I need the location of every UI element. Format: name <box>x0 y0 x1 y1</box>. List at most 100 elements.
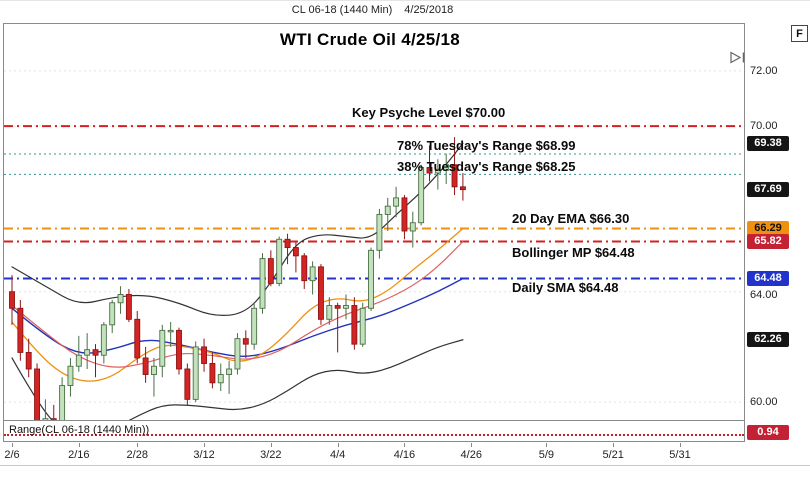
candle <box>134 318 141 359</box>
skip-to-latest-icon[interactable] <box>729 51 747 64</box>
x-axis-tick <box>680 443 681 447</box>
candle <box>259 258 266 309</box>
price-badge: 66.29 <box>747 221 789 237</box>
candle <box>59 385 66 425</box>
x-axis-tick <box>546 443 548 447</box>
candle <box>284 238 291 249</box>
candle <box>159 329 166 367</box>
x-axis-label: 2/16 <box>68 449 90 461</box>
candle <box>226 368 233 375</box>
candle <box>451 164 458 188</box>
candle <box>192 346 199 400</box>
candle <box>351 305 358 345</box>
candle <box>326 305 333 320</box>
candle <box>343 305 349 309</box>
chart-annotation: 78% Tuesday's Range $68.99 <box>397 138 576 153</box>
candle <box>376 213 383 251</box>
candle <box>34 368 40 422</box>
price-badge: 67.69 <box>747 182 789 198</box>
candle <box>201 346 208 364</box>
candle <box>167 329 174 333</box>
levels-group <box>4 125 744 280</box>
candle <box>309 266 316 282</box>
candle <box>67 365 74 387</box>
y-axis-label: 64.00 <box>750 288 778 301</box>
candle <box>334 305 341 309</box>
candle <box>292 247 299 257</box>
candle <box>409 222 416 232</box>
x-axis-tick <box>270 443 272 447</box>
chart-annotation: 38% Tuesday's Range $68.25 <box>397 159 576 174</box>
price-chart-svg <box>4 70 744 436</box>
x-axis-tick <box>613 443 615 447</box>
price-badge: 65.82 <box>747 233 789 249</box>
chart-annotation: Key Psyche Level $70.00 <box>352 105 506 120</box>
candle <box>242 338 249 345</box>
x-axis-label: 4/4 <box>329 449 346 461</box>
candle <box>359 307 366 345</box>
candle <box>434 169 441 174</box>
candle <box>100 324 107 356</box>
price-badge: 64.48 <box>747 270 789 286</box>
candle <box>368 249 374 309</box>
bottom-divider <box>0 465 810 466</box>
candle <box>443 164 450 171</box>
candle <box>176 329 182 370</box>
candle <box>117 294 124 304</box>
y-axis-label: 72.00 <box>750 64 778 77</box>
candle <box>393 197 400 207</box>
price-badge: 69.38 <box>747 135 789 151</box>
candle <box>109 302 116 326</box>
x-axis-tick <box>404 443 406 447</box>
price-pane[interactable] <box>4 24 747 436</box>
x-axis-label: 4/26 <box>460 449 482 461</box>
candle <box>25 351 32 370</box>
daily-sma <box>11 277 464 357</box>
x-axis-label: 2/28 <box>126 449 148 461</box>
x-axis-tick <box>337 443 339 447</box>
candle <box>84 349 91 356</box>
candle <box>318 266 324 320</box>
range-pane[interactable]: Range(CL 06-18 (1440 Min)) <box>4 420 744 441</box>
x-axis-tick <box>471 443 473 447</box>
candle <box>75 354 82 367</box>
candle <box>234 338 241 370</box>
x-axis: 2/6 2/16 2/28 3/12 3/22 4/4 4/16 4/26 5/9 5/21 5/3… <box>3 443 763 465</box>
candle <box>276 238 283 284</box>
candle <box>184 368 191 400</box>
candle <box>301 255 308 282</box>
candle <box>217 374 224 384</box>
session-date-label: 4/25/2018 <box>404 4 454 16</box>
overlays-group <box>11 142 464 435</box>
gridlines-group <box>4 70 744 403</box>
candle <box>9 291 15 309</box>
x-axis-tick <box>12 443 13 447</box>
range-indicator-line <box>4 434 744 436</box>
candle <box>209 363 216 384</box>
chart-annotation: 20 Day EMA $66.30 <box>512 211 630 226</box>
chart-annotation: Bollinger MP $64.48 <box>512 245 635 260</box>
y-axis: 72.00 70.00 64.00 60.00 69.38 67.69 66.29 65.82… <box>746 1 810 471</box>
x-axis-tick <box>78 443 80 447</box>
candle <box>251 307 258 345</box>
x-axis-label: 2/6 <box>4 449 20 461</box>
y-axis-label: 70.00 <box>750 120 778 133</box>
candle <box>426 167 433 174</box>
plot-area: Range(CL 06-18 (1440 Min)) <box>3 23 745 442</box>
candle <box>150 365 157 375</box>
x-axis-label: 5/31 <box>669 449 691 461</box>
x-axis-label: 4/16 <box>393 449 416 461</box>
candle <box>418 167 425 224</box>
candle <box>17 307 24 353</box>
x-axis-label: 3/12 <box>193 449 215 461</box>
x-axis-tick <box>204 443 206 447</box>
x-axis-label: 5/9 <box>538 449 555 461</box>
candle <box>142 357 149 375</box>
flag-button[interactable]: F <box>791 25 808 42</box>
y-axis-label: 60.00 <box>750 396 778 409</box>
chart-annotation: Daily SMA $64.48 <box>512 280 619 295</box>
x-axis-label: 5/21 <box>602 449 624 461</box>
x-axis-label: 3/22 <box>260 449 282 461</box>
candle <box>125 294 132 320</box>
